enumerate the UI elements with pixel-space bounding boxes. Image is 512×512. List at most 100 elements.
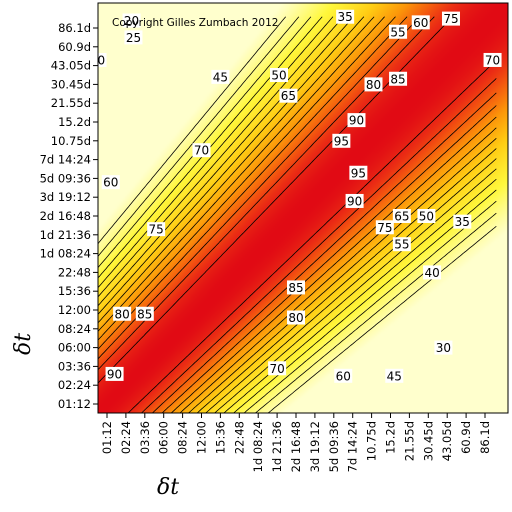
y-tick-label: 1d 08:24 (40, 247, 91, 261)
contour-label-text: 45 (213, 70, 228, 84)
contour-label: 45 (385, 368, 404, 383)
contour-label-background (453, 214, 472, 229)
contour-label-text: 75 (443, 12, 458, 26)
contour-label-background (113, 306, 132, 321)
contour-label: 35 (453, 214, 472, 229)
y-tick-label: 01:12 (58, 397, 91, 411)
contour-label: 90 (347, 113, 366, 128)
contour-label-text: 85 (137, 307, 152, 321)
contour-label-text: 45 (387, 369, 402, 383)
contour-label: 40 (423, 265, 442, 280)
contour-label-text: 60 (413, 16, 428, 30)
contour-label-background (287, 280, 305, 295)
contour-label-background (441, 11, 460, 26)
contour-label-background (105, 366, 124, 381)
contour-label-background (389, 71, 408, 86)
contour-line (98, 16, 497, 413)
contour-label-background (279, 88, 298, 103)
contour-label-background (411, 15, 430, 30)
contour-label-text: 70 (485, 53, 500, 67)
plot-frame (97, 2, 509, 414)
contour-line (98, 16, 497, 413)
y-tick-label: 15:36 (58, 284, 91, 298)
contour-label: 35 (336, 9, 355, 24)
contour-label-background (98, 52, 107, 67)
contour-label-text: 55 (390, 25, 405, 39)
contour-label-background (385, 368, 404, 383)
contour-label: 60 (411, 15, 430, 30)
contour-label: 20 (122, 13, 141, 28)
contour-label-text: 85 (390, 72, 405, 86)
copyright-text: Copyright Gilles Zumbach 2012 (112, 17, 278, 29)
contour-label-background (192, 143, 211, 158)
y-tick-label: 06:00 (58, 341, 91, 355)
contour-label: 80 (364, 77, 383, 92)
contour-label-text: 35 (337, 10, 352, 24)
y-tick-label: 15.2d (58, 115, 91, 129)
contour-label-text: 60 (103, 176, 118, 190)
contour-label-background (147, 222, 166, 237)
y-tick-label: 7d 14:24 (40, 153, 91, 167)
contour-label-text: 30 (436, 341, 451, 355)
contour-label-text: 65 (394, 210, 409, 224)
contour-label-background (423, 265, 442, 280)
contour-label: 60 (334, 368, 353, 383)
contour-label-background (332, 133, 351, 148)
contour-label-background (364, 77, 383, 92)
contour-label: 30 (434, 340, 453, 355)
contour-label-text: 35 (455, 215, 470, 229)
contour-label-background (349, 165, 368, 180)
y-tick-label: 86.1d (58, 21, 91, 35)
x-tick-label: 03:36 (138, 421, 152, 454)
contour-label-background (268, 361, 287, 376)
y-tick-label: 30.45d (51, 77, 91, 91)
contour-label-text: 50 (271, 69, 286, 83)
contour-line (98, 16, 497, 413)
contour-label: 65 (392, 209, 411, 224)
contour-label-background (392, 237, 411, 252)
x-axis-label: δt (157, 475, 179, 500)
contour-label: 65 (279, 88, 298, 103)
contour-label-text: 95 (351, 166, 366, 180)
contour-label: 75 (375, 220, 394, 235)
contour-label-background (345, 193, 364, 208)
x-tick-label: 5d 09:36 (327, 421, 341, 472)
contour-label-text: 70 (269, 362, 284, 376)
y-axis-label: δt (11, 333, 36, 355)
contour-label: 60 (101, 175, 120, 190)
x-tick-label: 02:24 (119, 421, 133, 454)
contour-label-background (135, 306, 154, 321)
x-tick-label: 86.1d (478, 421, 492, 454)
contour-label: 95 (332, 133, 351, 148)
x-tick-label: 22:48 (232, 421, 246, 454)
contour-line (98, 16, 497, 413)
contour-label-text: 75 (148, 223, 163, 237)
y-tick-label: 08:24 (58, 322, 91, 336)
y-tick-label: 3d 19:12 (40, 190, 91, 204)
x-tick-label: 2d 16:48 (289, 421, 303, 472)
contour-label-background (434, 340, 453, 355)
y-axis-ticks: 01:12 02:24 03:36 06:00 08:24 12:00 15:36 22:48… (40, 21, 98, 411)
x-tick-label: 43.05d (440, 421, 454, 461)
x-tick-label: 1d 08:24 (251, 421, 265, 472)
contour-label: 30 (98, 52, 107, 67)
contour-label-text: 90 (107, 367, 122, 381)
x-tick-label: 15.2d (384, 421, 398, 454)
contour-label-background (122, 13, 141, 28)
contour-line (98, 16, 497, 413)
contour-label: 85 (135, 306, 154, 321)
y-tick-label: 10.75d (51, 134, 91, 148)
x-tick-label: 60.9d (459, 421, 473, 454)
contour-label-background (287, 310, 305, 325)
contour-label-background (483, 52, 502, 67)
contour-label-background (347, 113, 366, 128)
y-tick-label: 02:24 (58, 378, 91, 392)
x-tick-label: 01:12 (100, 421, 114, 454)
x-tick-label: 30.45d (421, 421, 435, 461)
contour-label-background (389, 24, 408, 39)
contour-line (98, 16, 497, 413)
contour-label: 50 (269, 68, 288, 83)
contour-label: 55 (389, 24, 408, 39)
